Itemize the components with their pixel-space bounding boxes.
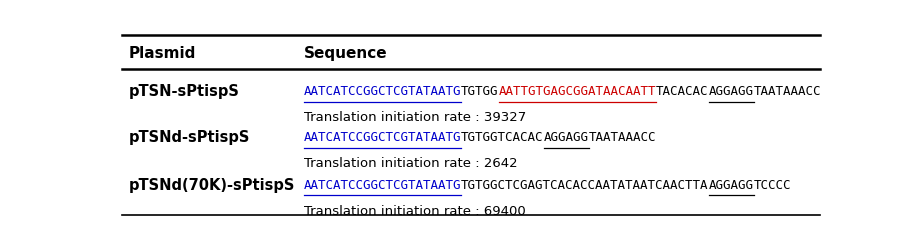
Text: Plasmid: Plasmid — [129, 46, 197, 61]
Text: Sequence: Sequence — [303, 46, 387, 61]
Text: Translation initiation rate : 39327: Translation initiation rate : 39327 — [303, 111, 526, 124]
Text: AGGAGG: AGGAGG — [544, 131, 588, 144]
Text: AATCATCCGGCTCGTATAATG: AATCATCCGGCTCGTATAATG — [303, 131, 461, 144]
Text: TACACAC: TACACAC — [656, 85, 709, 98]
Text: pTSN-sPtispS: pTSN-sPtispS — [129, 84, 240, 99]
Text: TAATAAACC: TAATAAACC — [754, 85, 821, 98]
Text: AATCATCCGGCTCGTATAATG: AATCATCCGGCTCGTATAATG — [303, 179, 461, 192]
Text: AGGAGG: AGGAGG — [709, 179, 754, 192]
Text: TAATAAACC: TAATAAACC — [588, 131, 656, 144]
Text: Translation initiation rate : 69400: Translation initiation rate : 69400 — [303, 205, 526, 218]
Text: TGTGGCTCGAGTCACACCAATATAATCAACTTA: TGTGGCTCGAGTCACACCAATATAATCAACTTA — [461, 179, 709, 192]
Text: AATTGTGAGCGGATAACAATT: AATTGTGAGCGGATAACAATT — [499, 85, 656, 98]
Text: AATCATCCGGCTCGTATAATG: AATCATCCGGCTCGTATAATG — [303, 85, 461, 98]
Text: pTSNd(70K)-sPtispS: pTSNd(70K)-sPtispS — [129, 178, 296, 193]
Text: TGTGG: TGTGG — [461, 85, 499, 98]
Text: AGGAGG: AGGAGG — [709, 85, 754, 98]
Text: Translation initiation rate : 2642: Translation initiation rate : 2642 — [303, 157, 517, 170]
Text: TGTGGTCACAC: TGTGGTCACAC — [461, 131, 544, 144]
Text: TCCCC: TCCCC — [754, 179, 791, 192]
Text: pTSNd-sPtispS: pTSNd-sPtispS — [129, 130, 251, 145]
